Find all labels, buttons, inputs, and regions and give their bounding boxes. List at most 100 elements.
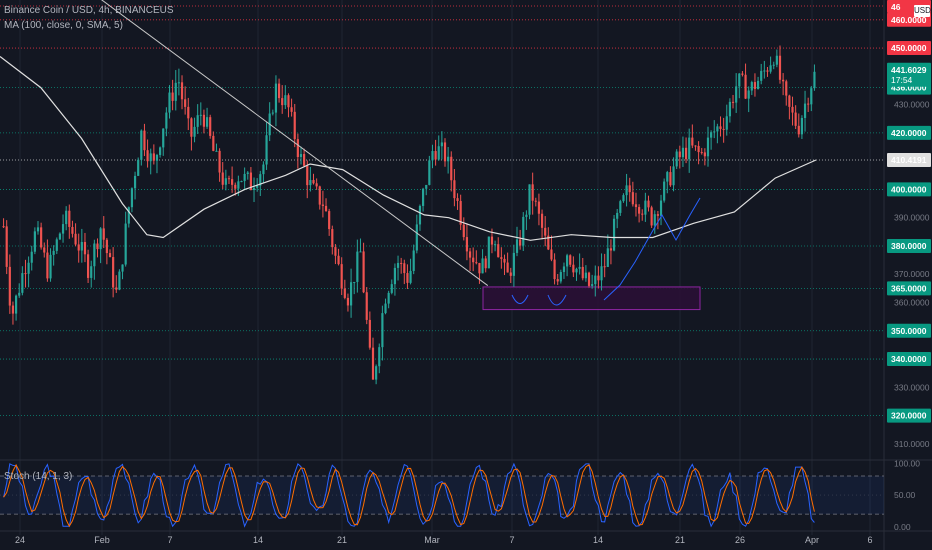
price-tick-label: 430.0000 — [894, 100, 930, 110]
candle — [105, 239, 108, 254]
time-tick-label: Apr — [805, 535, 819, 545]
candle — [90, 266, 93, 278]
currency-badge[interactable]: USD — [914, 5, 931, 17]
time-tick-label: 6 — [867, 535, 872, 545]
candle — [55, 239, 58, 251]
time-tick-label: 14 — [593, 535, 603, 545]
candle — [484, 258, 487, 269]
candle — [296, 139, 299, 157]
candle — [184, 99, 187, 107]
candle — [650, 207, 653, 226]
candle — [753, 82, 757, 89]
candle — [763, 70, 766, 72]
candle — [425, 184, 428, 189]
level-label: 340.0000 — [891, 354, 927, 364]
candle — [506, 262, 509, 273]
candle — [600, 266, 603, 281]
time-tick-label: 21 — [675, 535, 685, 545]
level-label: 436.0000 — [891, 83, 927, 93]
candle — [703, 152, 706, 157]
candle — [575, 268, 578, 273]
candle — [130, 188, 134, 208]
price-tick-label: 390.0000 — [894, 213, 930, 223]
candle — [403, 263, 406, 274]
candle — [33, 231, 36, 252]
level-label: 350.0000 — [891, 326, 927, 336]
candle — [143, 130, 146, 151]
candle — [553, 259, 556, 280]
candle — [40, 227, 43, 248]
candle — [562, 266, 566, 273]
candle — [797, 125, 800, 135]
support-zone-rect — [482, 286, 701, 311]
candle — [384, 303, 387, 314]
level-label-bg — [887, 352, 931, 367]
candle — [647, 200, 650, 208]
candle — [584, 272, 587, 279]
level-label-bg — [887, 408, 931, 423]
candle — [447, 156, 450, 162]
time-tick-label: 7 — [509, 535, 514, 545]
candle — [36, 227, 40, 232]
candle — [249, 172, 252, 191]
candle — [8, 266, 11, 306]
candle — [334, 247, 337, 256]
candle — [675, 151, 678, 167]
candle — [146, 150, 149, 162]
candle — [65, 210, 68, 225]
candle — [61, 224, 65, 234]
candle — [234, 184, 237, 189]
candle — [328, 211, 331, 230]
level-label-bg — [887, 182, 931, 197]
candle — [625, 185, 628, 196]
candle — [74, 233, 77, 245]
candle — [290, 107, 293, 112]
candle — [168, 92, 171, 113]
candle — [725, 116, 728, 130]
level-label-bg — [887, 41, 931, 56]
level-label-bg — [887, 152, 931, 167]
price-tick-label: 330.0000 — [894, 382, 930, 392]
last-price-label: 441.6029 — [891, 65, 927, 75]
downtrend-line — [101, 0, 489, 286]
candle — [237, 181, 240, 189]
candle — [375, 366, 378, 380]
candle — [133, 175, 137, 189]
candle — [271, 112, 274, 114]
candle — [252, 187, 256, 191]
candle — [434, 151, 437, 160]
candle — [187, 106, 190, 119]
candle — [519, 239, 522, 246]
pattern-sketch — [547, 294, 567, 306]
stoch-tick-label: 0.00 — [894, 522, 911, 532]
candle — [46, 252, 49, 279]
candle — [418, 205, 422, 225]
candle — [390, 284, 393, 293]
candle — [697, 145, 700, 153]
candle — [487, 236, 490, 269]
candle — [581, 266, 584, 279]
candle — [312, 180, 315, 184]
candle — [115, 287, 118, 290]
candle — [102, 228, 105, 240]
candle — [124, 223, 127, 265]
candle — [287, 95, 290, 108]
candle — [165, 112, 168, 129]
candle — [619, 201, 622, 213]
candle — [193, 126, 196, 137]
level-label: 410.4191 — [891, 155, 927, 165]
candle — [362, 251, 365, 293]
candle — [77, 244, 80, 251]
candle — [409, 270, 412, 283]
candle — [666, 172, 669, 182]
candle — [459, 201, 462, 225]
candle — [803, 103, 807, 118]
candle — [309, 180, 312, 186]
candle — [371, 347, 375, 380]
candle — [11, 305, 15, 314]
candle — [597, 275, 600, 281]
candle — [18, 292, 21, 296]
candle — [221, 172, 224, 185]
candle — [663, 181, 666, 201]
